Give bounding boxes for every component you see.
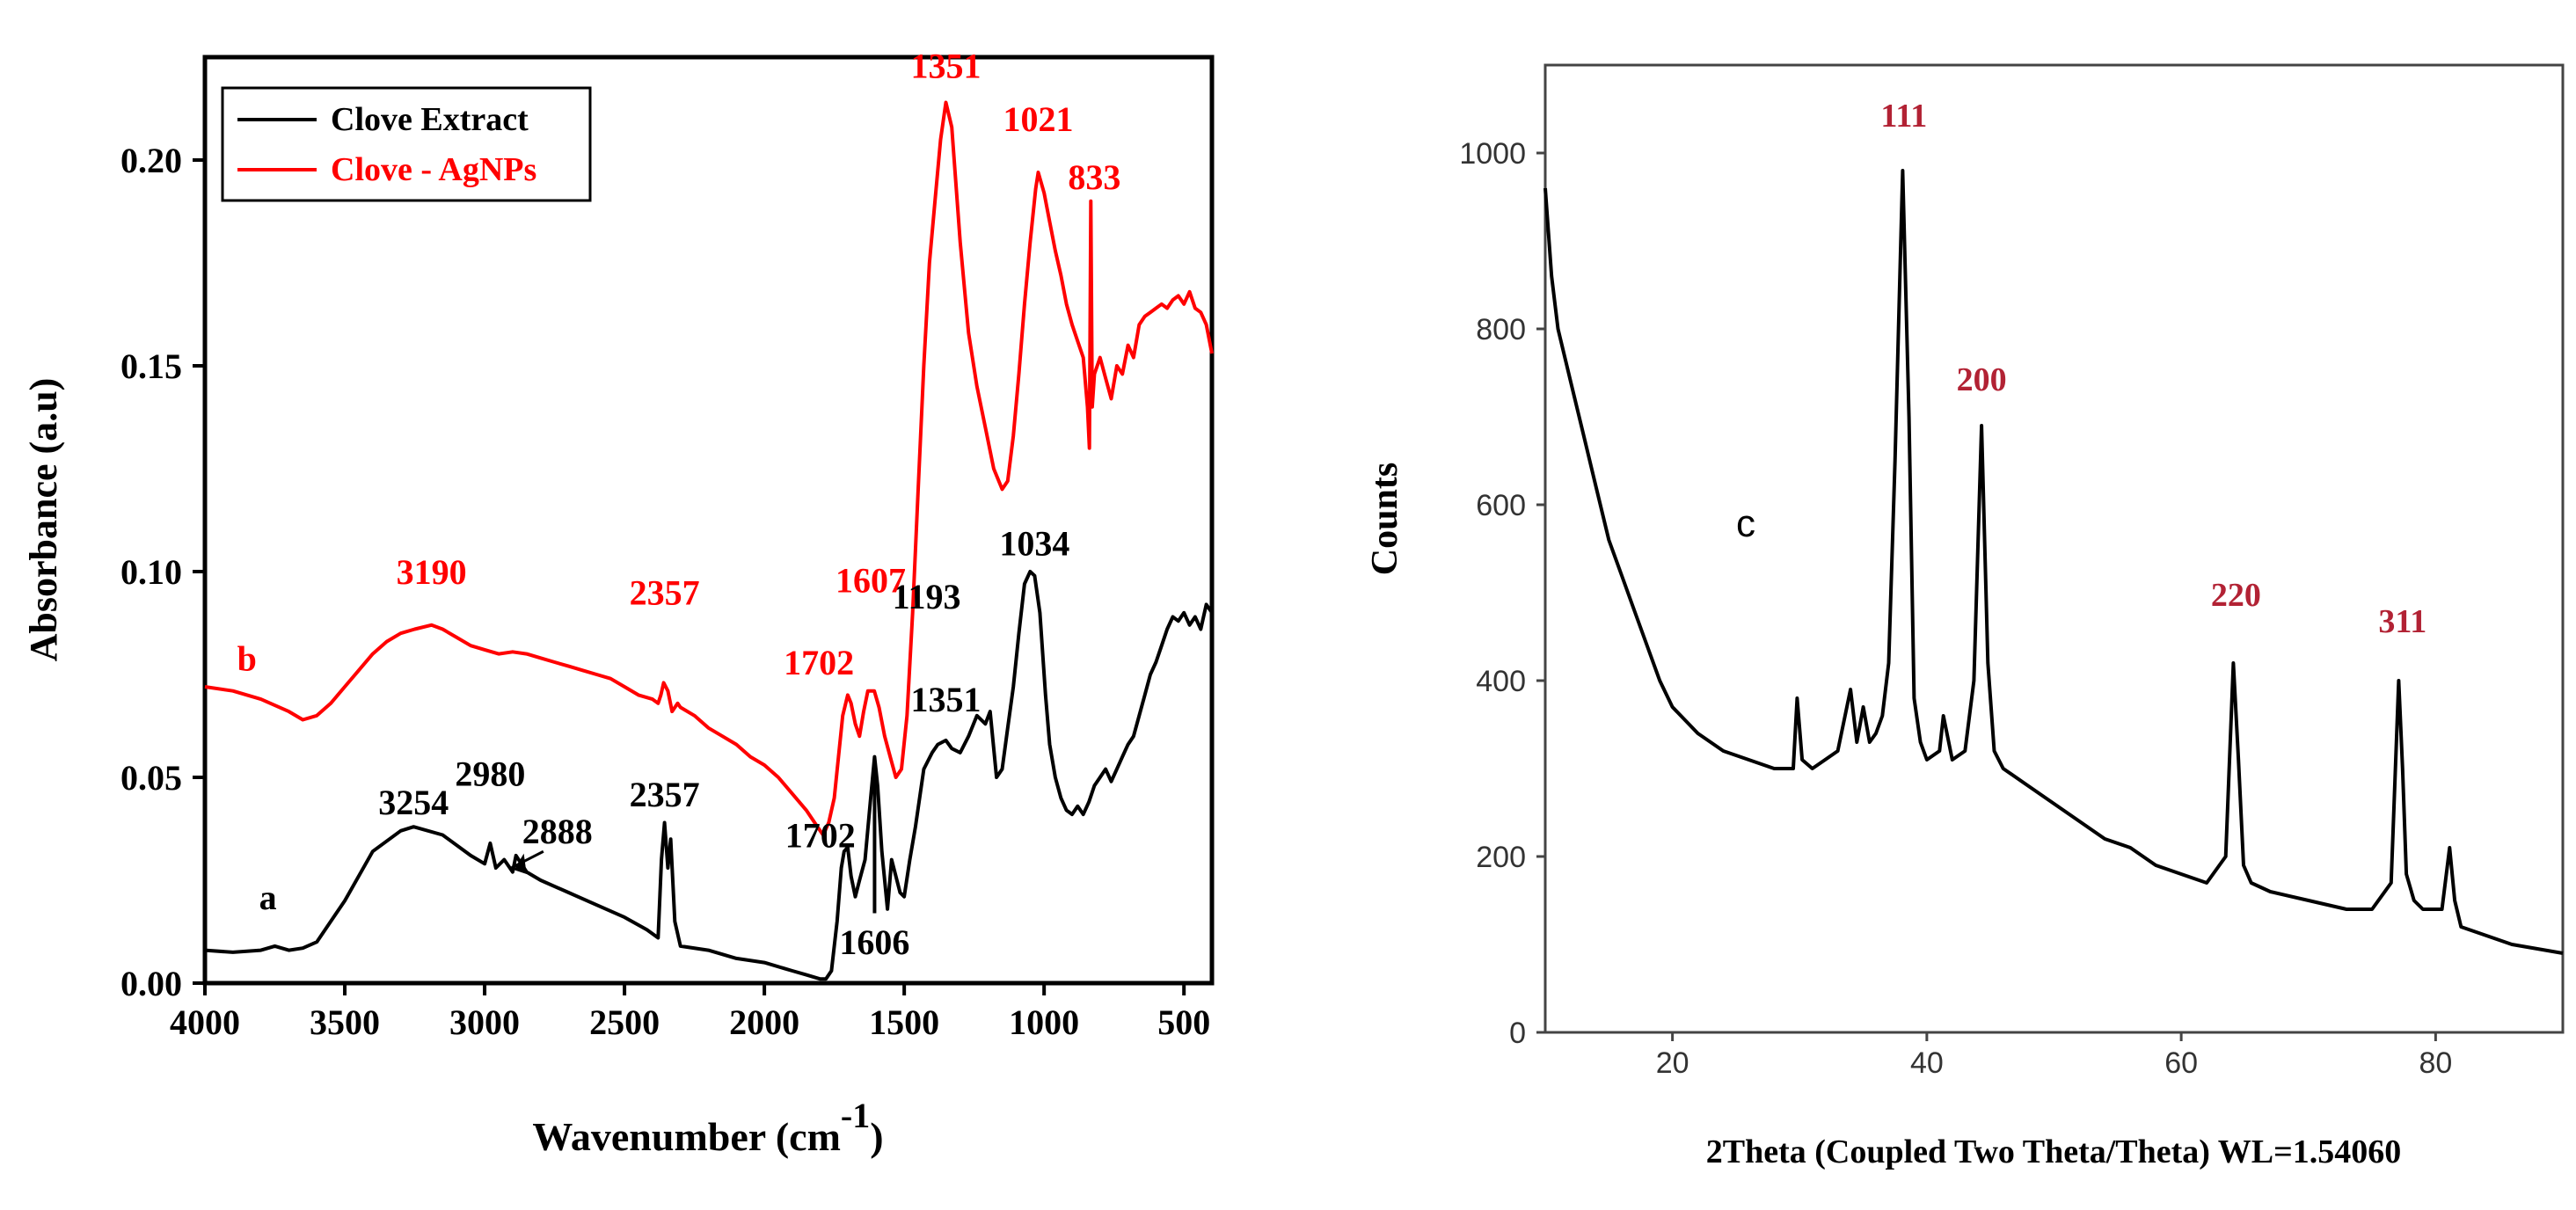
x-tick-label-500: 500	[1157, 1002, 1210, 1042]
peak-label-2980-1: 2980	[455, 754, 525, 793]
x-tick-label-40: 40	[1910, 1046, 1944, 1080]
peak-label-2357-3: 2357	[630, 775, 700, 814]
xrd-x-axis-label: 2Theta (Coupled Two Theta/Theta) WL=1.54…	[1706, 1133, 2402, 1170]
xrd-series-layer	[1543, 169, 2564, 955]
xrd-panel-label: c	[1736, 502, 1755, 545]
y-tick-label-0-10: 0.10	[120, 552, 182, 592]
peak-label-a-9: a	[259, 878, 277, 917]
peak-label-2888-2: 2888	[522, 812, 593, 851]
ftir-axes-layer: 4000 3500 3000 2500 2000 1500 1000 500 0.00 0.05 0…	[120, 141, 1210, 1042]
peak-label-1351-14: 1351	[911, 46, 982, 85]
y-tick-label-800: 800	[1476, 313, 1526, 346]
peak-2888-arrow-head	[514, 853, 527, 874]
ftir-legend-label-clove-extract: Clove Extract	[331, 101, 529, 138]
peak-label-200-1: 200	[1957, 361, 2007, 398]
ftir-legend: Clove Extract Clove - AgNPs	[221, 86, 592, 202]
peak-label-220-2: 220	[2211, 577, 2261, 614]
y-tick-label-0-20: 0.20	[120, 141, 182, 180]
x-tick-label-1500: 1500	[869, 1002, 939, 1042]
peak-label-1607-13: 1607	[836, 560, 906, 600]
xrd-annotation-layer: 111 200 220 311	[1880, 98, 2426, 640]
y-tick-label-0-15: 0.15	[120, 346, 182, 386]
peak-label-1702-12: 1702	[784, 643, 854, 682]
y-tick-label-200: 200	[1476, 841, 1526, 874]
y-tick-label-1000: 1000	[1459, 137, 1526, 171]
y-tick-label-0-05: 0.05	[120, 758, 182, 798]
x-tick-label-60: 60	[2164, 1046, 2198, 1080]
ftir-y-axis-label: Absorbance (a.u)	[22, 378, 65, 662]
x-tick-label-80: 80	[2419, 1046, 2452, 1080]
y-tick-label-0: 0	[1509, 1017, 1526, 1050]
peak-label-1034-8: 1034	[999, 523, 1069, 563]
x-tick-label-2500: 2500	[589, 1002, 660, 1042]
ftir-x-axis-label: Wavenumber (cm-1)	[532, 1096, 883, 1159]
peak-2888-arrow-line	[510, 849, 544, 870]
ftir-legend-box	[221, 86, 592, 202]
ftir-x-axis-label-main: Wavenumber (cm	[532, 1114, 841, 1159]
y-tick-label-600: 600	[1476, 489, 1526, 522]
y-tick-label-0-00: 0.00	[120, 964, 182, 1003]
peak-label-3190-10: 3190	[397, 552, 467, 592]
peak-label-1702-4: 1702	[785, 816, 856, 856]
ftir-x-axis-label-sup: -1	[841, 1096, 870, 1135]
ftir-x-axis-label-close: )	[870, 1114, 883, 1159]
ftir-chart: 4000 3500 3000 2500 2000 1500 1000 500 0.00 0.05 0…	[22, 46, 1215, 1159]
x-tick-label-2000: 2000	[729, 1002, 799, 1042]
ftir-series-layer	[204, 100, 1214, 981]
peak-label-b-17: b	[237, 638, 257, 678]
peak-label-1021-15: 1021	[1003, 99, 1073, 139]
peak-label-2357-11: 2357	[630, 572, 700, 612]
x-tick-label-4000: 4000	[170, 1002, 240, 1042]
peak-label-1193-7: 1193	[893, 577, 961, 616]
peak-label-1606-5: 1606	[839, 922, 909, 962]
series-line-clove-extract	[204, 570, 1214, 981]
peak-label-1351-6: 1351	[911, 680, 982, 719]
x-tick-label-1000: 1000	[1009, 1002, 1079, 1042]
y-tick-label-400: 400	[1476, 665, 1526, 698]
x-tick-label-3000: 3000	[449, 1002, 520, 1042]
ftir-plot-frame	[202, 55, 1215, 986]
x-tick-label-3500: 3500	[310, 1002, 380, 1042]
peak-label-3254-0: 3254	[378, 783, 449, 822]
peak-label-111-0: 111	[1880, 98, 1927, 135]
series-line-xrd-pattern	[1543, 169, 2564, 955]
xrd-y-axis-label: Counts	[1365, 463, 1405, 575]
peak-label-833-16: 833	[1068, 157, 1120, 197]
series-line-clove-agnps	[204, 100, 1214, 837]
peak-label-311-3: 311	[2378, 603, 2426, 640]
ftir-legend-label-clove-agnps: Clove - AgNPs	[331, 151, 536, 188]
xrd-plot-frame	[1543, 63, 2565, 1034]
x-tick-label-20: 20	[1656, 1046, 1689, 1080]
